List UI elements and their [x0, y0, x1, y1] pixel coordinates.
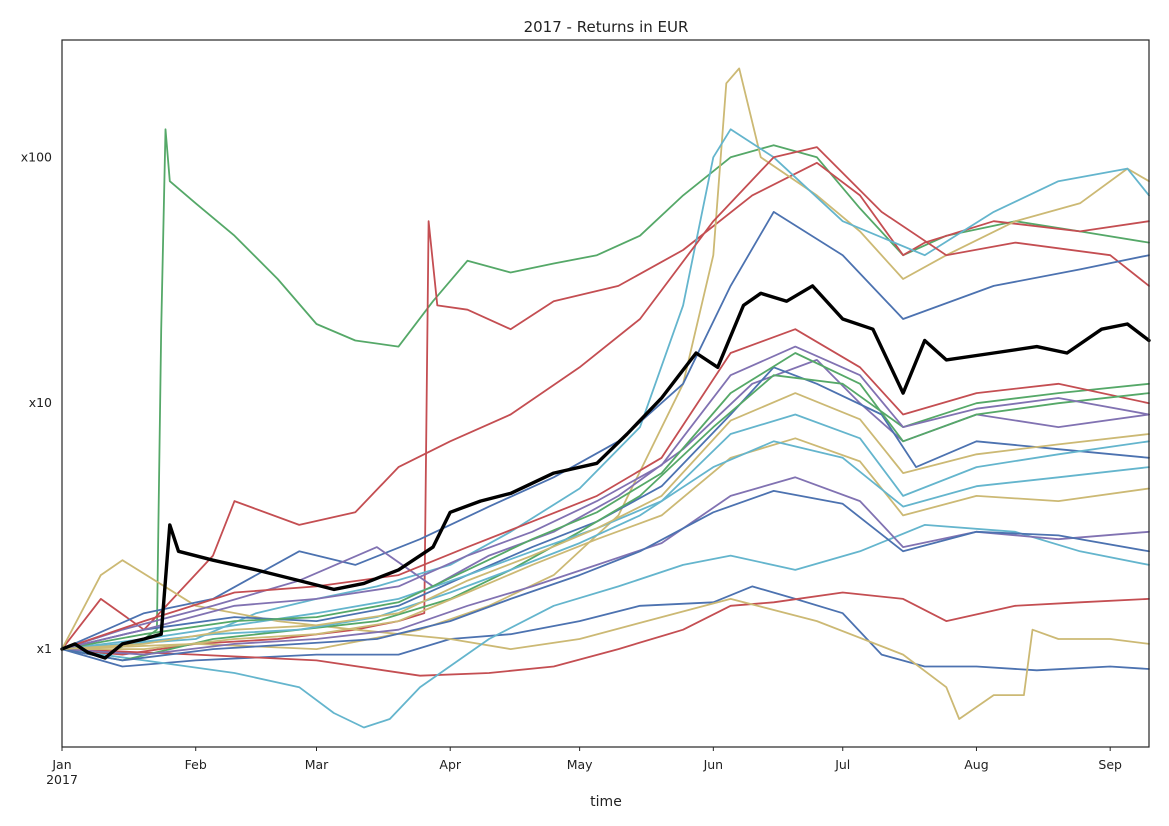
x-tick-label: Jun — [703, 757, 724, 772]
y-tick-label: x1 — [37, 641, 52, 656]
series-line-9 — [61, 524, 1150, 729]
series-line-12 — [61, 366, 1150, 650]
series-line-16 — [61, 476, 1150, 656]
y-tick-label: x10 — [29, 395, 52, 410]
x-tick-sublabel: 2017 — [46, 772, 78, 787]
series-line-21 — [61, 345, 1150, 650]
x-tick-label: Mar — [305, 757, 329, 772]
series-line-20 — [61, 440, 1150, 650]
series-line-8 — [61, 559, 1150, 720]
y-tick-label: x100 — [21, 149, 52, 164]
series-line-17 — [61, 328, 1150, 650]
x-tick-label: Apr — [439, 757, 461, 772]
y-axis: x1 x10 x100 — [21, 149, 52, 656]
x-tick-label: May — [567, 757, 593, 772]
series-line-15 — [61, 437, 1150, 650]
x-tick-label: Jul — [834, 757, 850, 772]
series-line-6 — [61, 585, 1150, 672]
series-line-7 — [61, 591, 1150, 677]
series-line-22 — [61, 392, 1150, 650]
series-line-13 — [61, 374, 1150, 662]
x-axis-title: time — [590, 794, 622, 810]
series-line-1 — [61, 128, 1150, 656]
x-tick-label: Aug — [964, 757, 988, 772]
series-line-18 — [61, 490, 1150, 662]
series-line-19 — [61, 352, 1150, 650]
chart-title: 2017 - Returns in EUR — [524, 18, 689, 36]
series-line-highlight — [60, 284, 1151, 660]
plot-frame — [61, 39, 1150, 748]
series-layer — [60, 67, 1151, 729]
series-line-5 — [61, 146, 1150, 650]
x-tick-label: Jan — [51, 757, 71, 772]
x-tick-label: Sep — [1098, 757, 1122, 772]
x-tick-label: Feb — [185, 757, 207, 772]
